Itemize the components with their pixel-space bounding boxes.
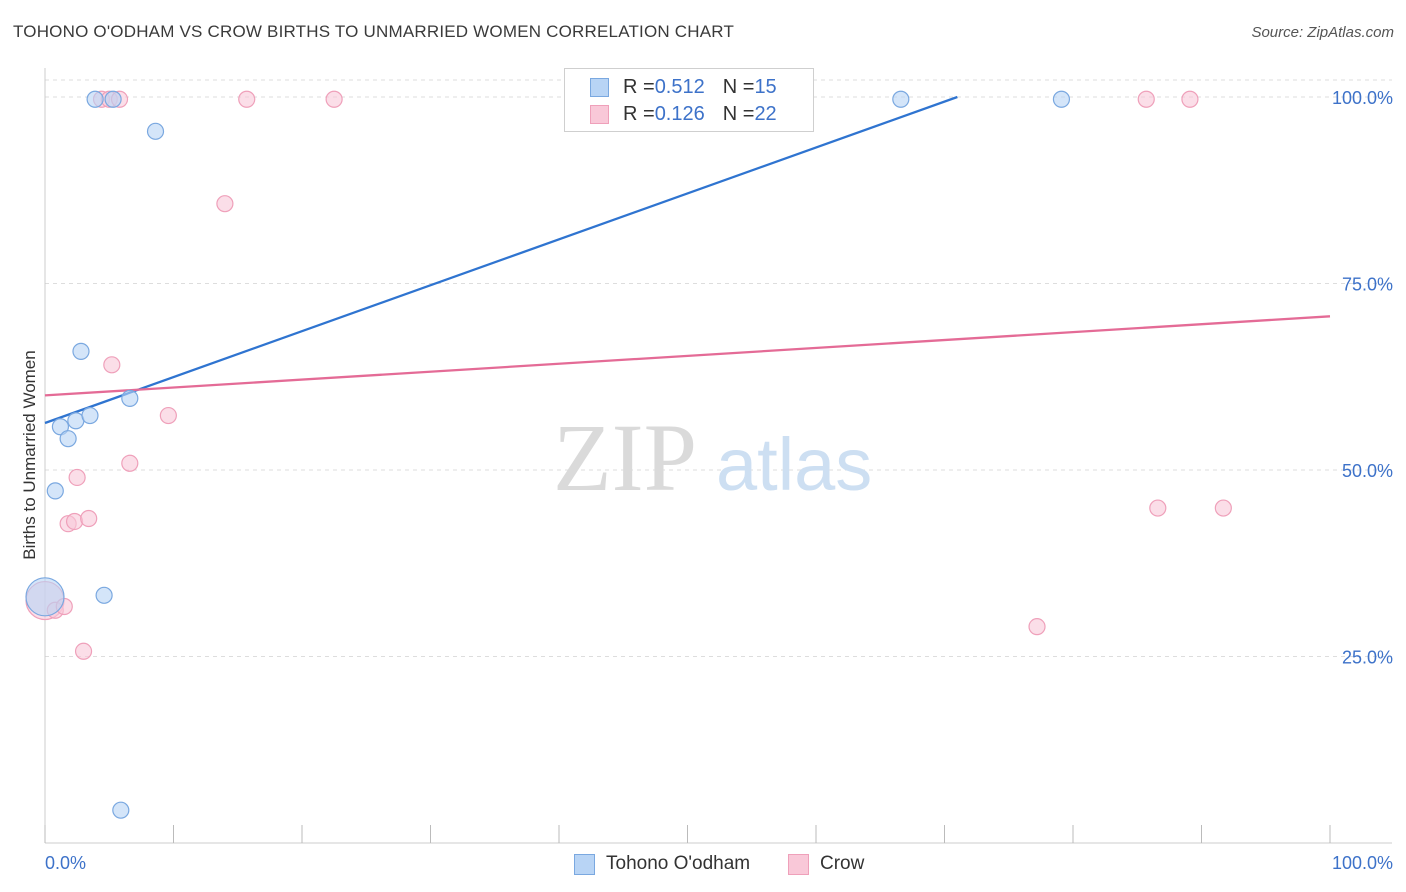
legend-n-label: N =	[722, 102, 755, 125]
point-tohono	[86, 90, 104, 108]
bottom-legend-crow: Crow	[788, 851, 864, 877]
watermark: ZIP atlas	[553, 404, 872, 511]
point-crow	[65, 512, 84, 531]
point-tohono	[892, 90, 910, 108]
y-tick-label: 100.0%	[1332, 88, 1393, 108]
stats-legend: R = 0.512 N = 15 R = 0.126 N = 22	[564, 68, 814, 132]
y-axis-label: Births to Unmarried Women	[20, 350, 39, 559]
point-tohono	[25, 577, 65, 617]
y-tick-label: 75.0%	[1342, 275, 1393, 295]
point-crow	[103, 356, 121, 374]
legend-n-label: N =	[722, 75, 755, 98]
point-crow	[74, 642, 93, 660]
legend-r-label: R =	[623, 75, 655, 98]
legend-swatch-blue	[590, 77, 609, 97]
legend-swatch-pink	[590, 104, 609, 124]
point-crow	[159, 406, 177, 425]
tick-labels: 25.0% 50.0% 75.0% 100.0% 0.0% 100.0%	[45, 88, 1393, 873]
axes	[44, 68, 1392, 844]
point-tohono	[51, 418, 70, 436]
point-tohono	[121, 389, 139, 407]
bottom-legend-swatch-pink	[788, 853, 809, 875]
legend-r-value: 0.512	[654, 75, 705, 98]
legend-r-value: 0.126	[654, 102, 705, 125]
point-crow	[1181, 90, 1199, 108]
y-tick-label: 50.0%	[1342, 461, 1393, 481]
point-tohono	[1052, 90, 1071, 108]
legend-row-crow: R = 0.126 N = 22	[565, 100, 777, 128]
watermark-atlas: atlas	[716, 423, 872, 506]
point-crow	[238, 90, 256, 108]
chart-title: TOHONO O'ODHAM VS CROW BIRTHS TO UNMARRI…	[13, 22, 735, 41]
point-crow	[1149, 499, 1167, 517]
point-tohono	[72, 342, 90, 360]
source-label: Source: ZipAtlas.com	[1251, 24, 1394, 41]
legend-row-tohono: R = 0.512 N = 15	[565, 73, 777, 101]
trend-line-tohono	[44, 95, 958, 425]
point-crow	[1214, 499, 1232, 517]
point-tohono	[81, 406, 99, 425]
point-crow	[121, 454, 139, 472]
legend-r-label: R =	[623, 102, 655, 125]
point-tohono	[95, 586, 113, 604]
point-tohono	[112, 801, 130, 819]
trend-lines	[44, 95, 1331, 425]
bottom-legend-swatch-blue	[574, 853, 595, 875]
bottom-legend-label-tohono: Tohono O'odham	[606, 853, 751, 874]
x-tick-label-max: 100.0%	[1332, 853, 1393, 873]
y-tick-label: 25.0%	[1342, 648, 1393, 668]
bottom-legend-tohono: Tohono O'odham	[574, 851, 750, 877]
bottom-legend-label-crow: Crow	[820, 853, 865, 874]
point-tohono	[46, 482, 64, 500]
point-crow	[68, 468, 86, 487]
watermark-zip: ZIP	[553, 404, 697, 511]
point-tohono	[146, 122, 165, 140]
point-crow	[1028, 618, 1046, 636]
data-points	[25, 90, 1232, 819]
x-tick-label-min: 0.0%	[45, 853, 86, 873]
point-crow	[216, 195, 234, 213]
point-crow	[80, 509, 98, 528]
point-tohono	[104, 90, 122, 108]
gridlines	[45, 79, 1392, 657]
legend-n-value: 15	[754, 75, 777, 98]
point-crow	[325, 90, 343, 108]
trend-line-crow	[44, 315, 1331, 397]
legend-n-value: 22	[754, 102, 777, 125]
point-crow	[1137, 90, 1155, 108]
point-tohono	[59, 430, 77, 448]
